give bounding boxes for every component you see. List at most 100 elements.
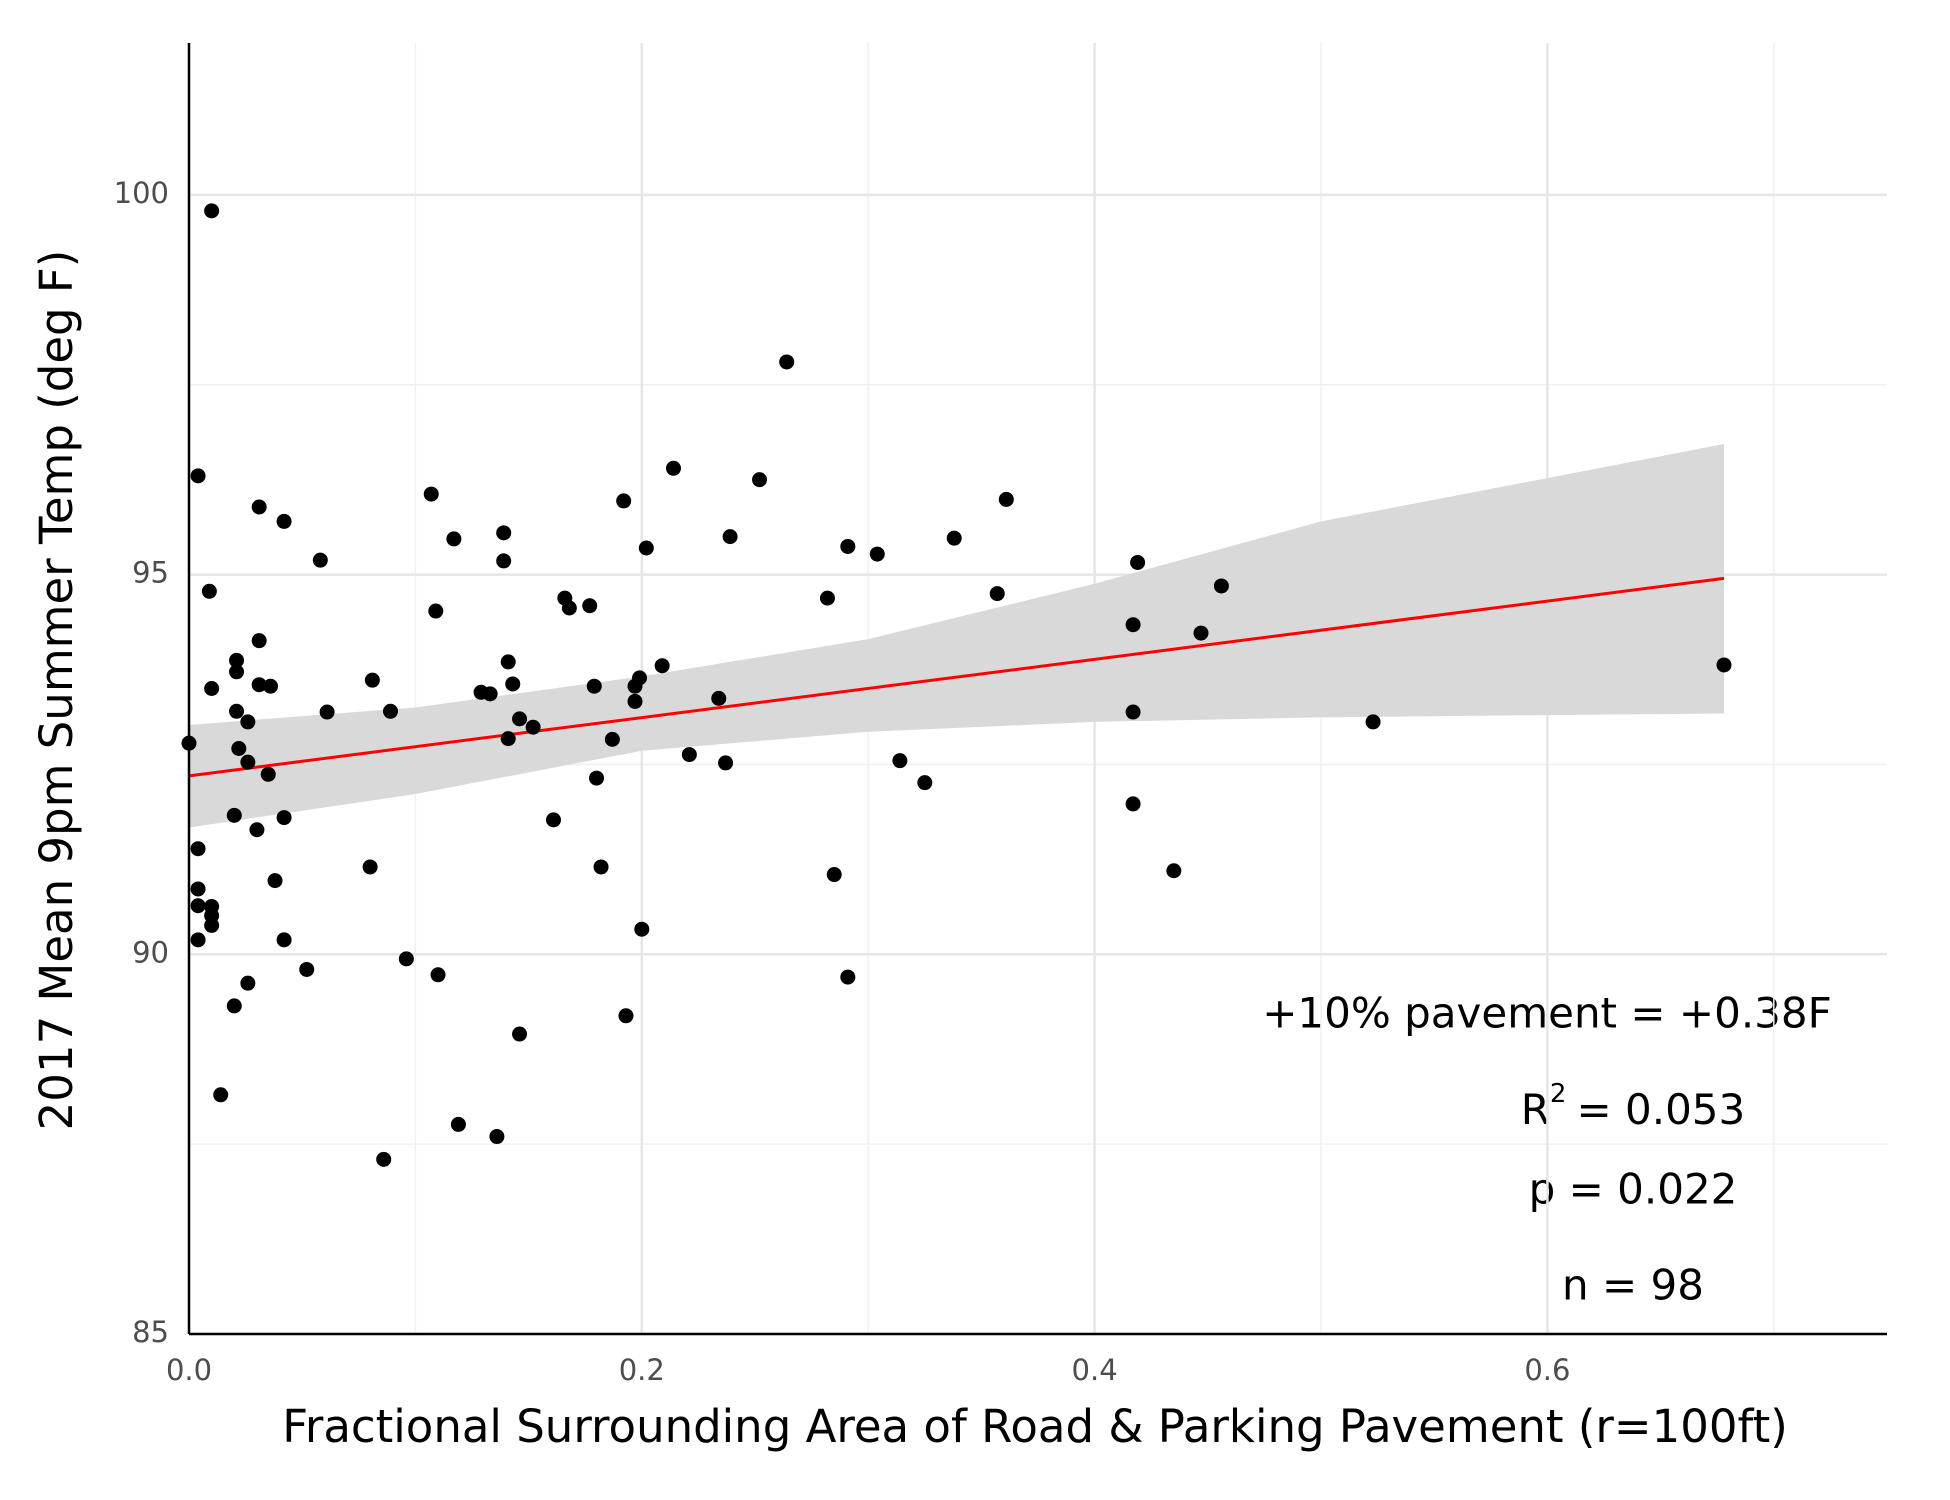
point — [276, 513, 292, 529]
point — [589, 770, 605, 786]
point — [917, 775, 933, 791]
point — [430, 967, 446, 983]
point — [1125, 796, 1141, 812]
point — [711, 690, 727, 706]
point — [616, 493, 632, 509]
point — [229, 652, 245, 668]
point — [251, 677, 267, 693]
point — [229, 664, 245, 680]
point — [398, 951, 414, 967]
point — [240, 754, 256, 770]
r-rest: = 0.053 — [1576, 1085, 1745, 1134]
point — [204, 681, 220, 696]
point — [482, 686, 498, 702]
point — [512, 1026, 528, 1042]
point — [586, 678, 602, 694]
point — [561, 600, 577, 616]
point — [276, 810, 292, 826]
point — [722, 529, 738, 545]
y-tick-label: 100 — [114, 176, 169, 210]
point — [231, 740, 247, 756]
point — [201, 583, 217, 599]
point — [226, 998, 242, 1014]
point — [362, 859, 378, 875]
point — [240, 975, 256, 991]
point — [819, 590, 835, 606]
point — [869, 546, 885, 562]
point — [190, 841, 206, 857]
x-axis-title: Fractional Surrounding Area of Road & Pa… — [282, 1400, 1788, 1453]
y-tick-label: 95 — [132, 556, 169, 590]
fit-line — [188, 576, 1725, 778]
point — [240, 714, 256, 730]
x-tick-label: 0.6 — [1524, 1353, 1570, 1387]
point — [312, 552, 328, 568]
point — [505, 676, 521, 692]
point — [496, 525, 512, 541]
y-tick-label: 90 — [132, 935, 169, 969]
point — [267, 873, 283, 889]
point — [500, 654, 516, 670]
point — [382, 703, 398, 719]
point — [582, 598, 598, 614]
point — [190, 468, 206, 484]
point — [779, 354, 795, 370]
point — [489, 1129, 505, 1145]
point — [892, 753, 908, 769]
point — [500, 731, 516, 747]
point — [428, 603, 444, 619]
point — [1365, 714, 1381, 730]
point — [826, 867, 842, 883]
point — [1125, 617, 1141, 633]
point — [665, 460, 681, 476]
point — [204, 203, 220, 219]
r-sup: 2 — [1550, 1079, 1567, 1109]
point — [627, 693, 643, 709]
point — [190, 881, 206, 897]
point — [276, 932, 292, 948]
point — [1716, 657, 1732, 673]
point — [989, 586, 1005, 602]
point — [604, 731, 620, 747]
point — [319, 704, 335, 720]
point — [638, 540, 654, 556]
point — [364, 672, 380, 688]
point — [229, 703, 245, 719]
point — [226, 807, 242, 823]
point — [840, 969, 856, 985]
point — [251, 633, 267, 649]
annotation: n = 98 — [1562, 1261, 1704, 1310]
point — [654, 658, 670, 674]
point — [376, 1151, 392, 1167]
point — [632, 670, 648, 686]
point — [423, 486, 439, 502]
r-squared: R2 = 0.053 — [1521, 1079, 1746, 1134]
point — [618, 1008, 634, 1024]
point — [190, 898, 206, 914]
point — [1125, 704, 1141, 720]
y-axis-title: 2017 Mean 9pm Summer Temp (deg F) — [30, 250, 83, 1131]
point — [1193, 625, 1209, 641]
point — [249, 822, 265, 838]
point — [260, 766, 276, 782]
point — [525, 719, 541, 735]
point — [512, 711, 528, 727]
point — [446, 531, 462, 547]
point — [593, 859, 609, 875]
point — [718, 755, 734, 771]
point — [546, 812, 562, 828]
r-base: R — [1521, 1085, 1550, 1134]
y-tick-label: 85 — [132, 1315, 169, 1349]
point — [496, 553, 512, 569]
point — [263, 678, 279, 694]
point — [840, 538, 856, 554]
point — [181, 735, 197, 751]
point — [1166, 863, 1182, 879]
x-tick-label: 0.4 — [1072, 1353, 1118, 1387]
confidence-band — [189, 443, 1724, 828]
point — [299, 961, 315, 977]
point — [634, 921, 650, 937]
x-tick-label: 0.0 — [166, 1353, 212, 1387]
